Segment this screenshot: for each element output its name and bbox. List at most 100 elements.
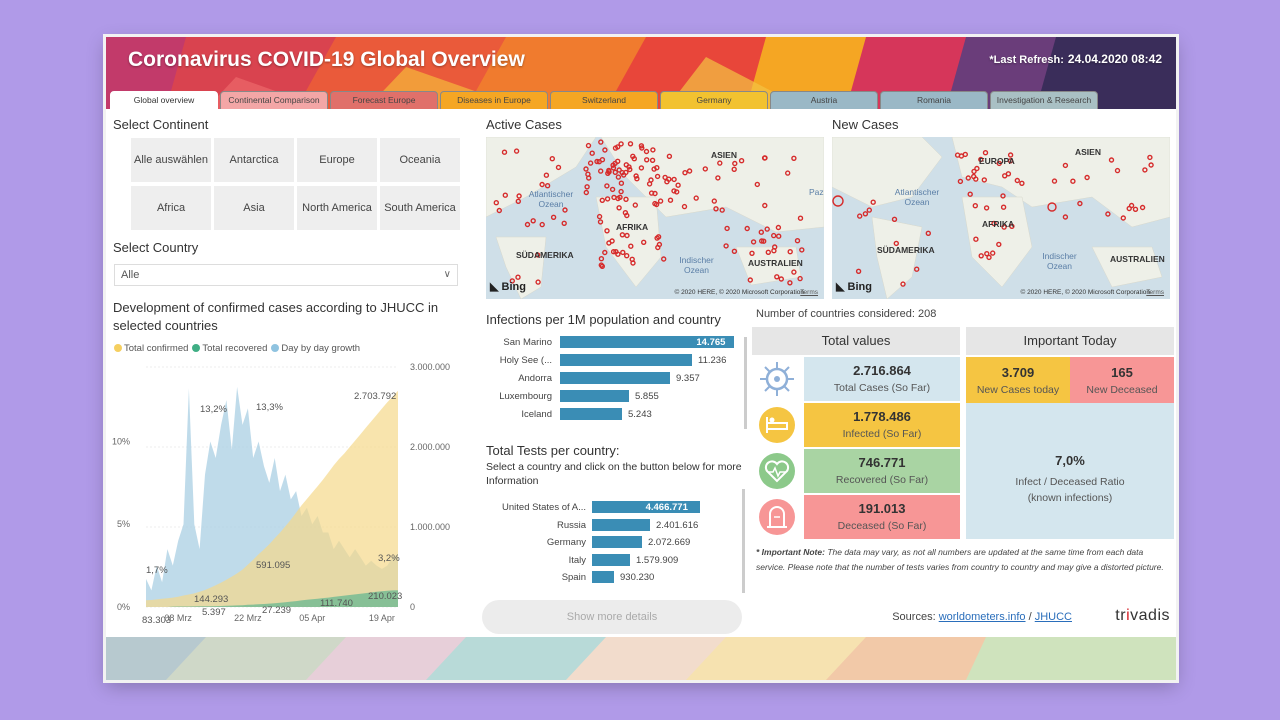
tests-row[interactable]: Germany 2.072.669 (506, 536, 766, 550)
case-marker-40 (981, 177, 988, 183)
continent-europe[interactable]: Europe (296, 137, 378, 183)
case-marker-12 (616, 205, 622, 211)
source-link-jhucc[interactable]: JHUCC (1034, 611, 1072, 623)
tests-row-label: Russia (556, 519, 586, 531)
infections-row[interactable]: San Marino 14.765 (486, 336, 746, 350)
case-marker-53 (983, 205, 990, 211)
infections-row[interactable]: Holy See (... 11.236 (486, 354, 746, 368)
map-label-atlantic: Atlantischer Ozean (528, 189, 574, 209)
legend-label-0: Total confirmed (124, 343, 189, 354)
continent-north-america[interactable]: North America (296, 185, 378, 231)
case-marker-5 (643, 148, 650, 155)
tests-row[interactable]: Spain 930.230 (506, 571, 766, 585)
case-marker-93 (633, 173, 639, 179)
annotation-1: 13,3% (256, 402, 283, 413)
case-marker-75 (619, 169, 625, 176)
brand-part-2: vadis (1130, 607, 1170, 624)
map-label-africa: AFRIKA (616, 222, 649, 232)
continent-alle-auswählen[interactable]: Alle auswählen (130, 137, 212, 183)
case-marker-31 (1007, 152, 1014, 158)
case-marker-59 (1005, 171, 1012, 177)
infections-title: Infections per 1M population and country (486, 312, 721, 327)
map-label-australia: AUSTRALIEN (748, 258, 803, 268)
infected-value: 1.778.486 (853, 409, 911, 424)
tests-row[interactable]: Russia 2.401.616 (506, 518, 766, 533)
case-marker-106 (693, 195, 699, 201)
case-marker-85 (787, 248, 793, 255)
continent-asia[interactable]: Asia (213, 185, 295, 231)
infections-row[interactable]: Iceland 5.243 (486, 408, 746, 422)
y-left-tick-1: 5% (117, 519, 130, 529)
new-cases-map[interactable]: EUROPA ASIEN Atlantischer Ozean AFRIKA S… (832, 137, 1170, 299)
case-marker-165 (643, 157, 650, 163)
case-marker-112 (583, 189, 590, 196)
infections-row[interactable]: Andorra 9.357 (486, 372, 746, 386)
x-tick-3: 19 Apr (369, 613, 395, 623)
case-marker-109 (639, 145, 645, 151)
legend-label-1: Total recovered (202, 343, 268, 354)
source-link-worldometers[interactable]: worldometers.info (938, 611, 1026, 623)
infections-bar (560, 408, 622, 420)
landmass-2 (595, 196, 662, 288)
area-total-confirmed (146, 390, 398, 607)
case-marker-78 (731, 248, 738, 255)
legend-item-0: Total confirmed (114, 343, 188, 354)
tab-romania[interactable]: Romania (880, 91, 988, 109)
infections-row[interactable]: Luxembourg 5.855 (486, 390, 746, 404)
tab-global-overview[interactable]: Global overview (110, 91, 218, 109)
continent-title: Select Continent (113, 117, 209, 132)
map-terms-link[interactable]: Terms (800, 289, 818, 296)
case-marker-41 (866, 207, 872, 213)
infections-scrollbar[interactable] (744, 337, 747, 429)
case-marker-7 (978, 156, 984, 163)
case-marker-89 (666, 176, 672, 182)
bing-icon: ◣ (836, 281, 845, 293)
tab-diseases-in-europe[interactable]: Diseases in Europe (440, 91, 548, 109)
case-marker-141 (610, 162, 616, 168)
map-copyright-2: © 2020 HERE, © 2020 Microsoft Corporatio… (1020, 289, 1150, 296)
tab-forecast-europe[interactable]: Forecast Europe (330, 91, 438, 109)
tab-austria[interactable]: Austria (770, 91, 878, 109)
tab-switzerland[interactable]: Switzerland (550, 91, 658, 109)
legend-item-2: Day by day growth (271, 343, 360, 354)
country-select[interactable]: Alle ∨ (114, 264, 458, 286)
case-marker-9 (971, 168, 977, 175)
bing-label-2: Bing (847, 281, 872, 293)
map-copyright: © 2020 HERE, © 2020 Microsoft Corporatio… (674, 289, 804, 296)
show-more-details-button[interactable]: Show more details (482, 600, 742, 634)
continent-antarctica[interactable]: Antarctica (213, 137, 295, 183)
case-marker-107 (732, 160, 738, 167)
tests-scrollbar[interactable] (742, 489, 745, 593)
case-marker-43 (982, 149, 989, 156)
tab-continental-comparison[interactable]: Continental Comparison (220, 91, 328, 109)
continent-africa[interactable]: Africa (130, 185, 212, 231)
tests-row[interactable]: United States of A... 4.466.771 (502, 501, 766, 515)
case-marker-62 (550, 214, 557, 221)
case-marker-163 (534, 252, 541, 258)
infections-row-label: Luxembourg (499, 391, 552, 402)
case-marker-28 (1062, 162, 1069, 169)
case-marker-133 (496, 207, 503, 214)
continent-south-america[interactable]: South America (379, 185, 461, 231)
case-marker-2 (984, 250, 990, 257)
case-marker-100 (750, 239, 757, 245)
map-label-indian-2: Indischer Ozean (1042, 251, 1077, 271)
case-marker-137 (624, 232, 630, 239)
new-cases-caption: New Cases today (976, 384, 1060, 396)
tab-germany[interactable]: Germany (660, 91, 768, 109)
tab-investigation-research[interactable]: Investigation & Research (990, 91, 1098, 109)
case-marker-23 (650, 147, 656, 153)
tests-value: 930.230 (620, 572, 655, 583)
continent-oceania[interactable]: Oceania (379, 137, 461, 183)
tests-row[interactable]: Italy 1.579.909 (506, 553, 766, 568)
case-marker-4 (673, 189, 680, 195)
case-marker-102 (671, 188, 677, 194)
case-marker-117 (771, 232, 777, 239)
active-cases-map[interactable]: ASIEN Atlantischer Ozean AFRIKA SÜDAMERI… (486, 137, 824, 299)
case-marker-80 (648, 190, 655, 196)
tests-value: 1.579.909 (636, 554, 679, 566)
case-marker-127 (713, 206, 719, 212)
case-marker-47 (515, 274, 521, 280)
map-terms-link-2[interactable]: Terms (1146, 289, 1164, 296)
case-marker-147 (630, 153, 636, 159)
